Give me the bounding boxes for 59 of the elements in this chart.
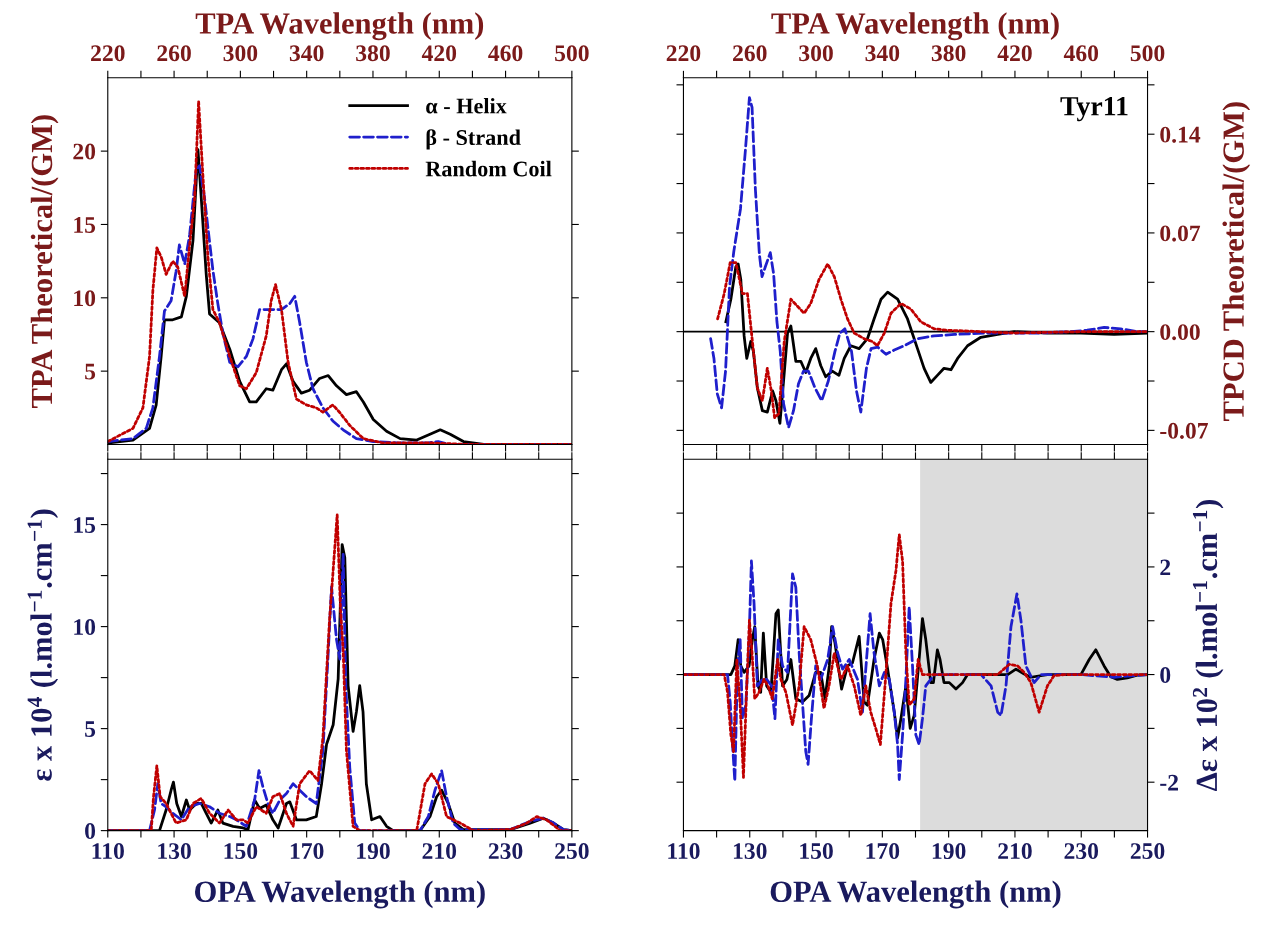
y-tick-label: 15	[74, 217, 96, 233]
y-tick-label: 5	[85, 363, 96, 380]
y-tick-label: -0.07	[1160, 422, 1208, 439]
x-axis-title: OPA Wavelength (nm)	[770, 880, 1061, 909]
x-tick-label: 420	[421, 45, 457, 62]
x-tick-label: 230	[488, 843, 523, 860]
x-tick-label: 500	[1130, 45, 1165, 62]
legend-label: α - Helix	[426, 97, 507, 114]
y-axis-title: TPA Theoretical/(GM)	[30, 115, 59, 408]
y-tick-label: 0	[85, 823, 96, 840]
y-tick-label: 0	[1160, 667, 1171, 683]
x-tick-label: 150	[800, 843, 833, 860]
x-axis-title: OPA Wavelength (nm)	[195, 880, 485, 909]
x-tick-label: 110	[668, 843, 700, 860]
x-tick-label: 460	[488, 45, 523, 62]
x-tick-label: 220	[666, 45, 701, 62]
y-tick-label: 2	[1160, 559, 1171, 576]
y-tick-label: 20	[73, 143, 96, 160]
x-tick-label: 170	[866, 843, 900, 860]
x-tick-label: 300	[223, 45, 258, 62]
x-tick-label: 260	[157, 45, 191, 62]
x-tick-label: 170	[290, 843, 324, 860]
x-tick-label: 220	[91, 45, 125, 62]
x-tick-label: 300	[799, 45, 833, 62]
x-tick-label: 190	[357, 843, 390, 860]
x-tick-label: 230	[1064, 843, 1099, 860]
x-tick-label: 340	[865, 45, 900, 62]
x-tick-label: 260	[733, 45, 767, 62]
y-axis-title: ε x 10$^{4}$ (l.mol$^{−1}$.cm$^{−1}$)	[27, 509, 59, 781]
y-tick-label: 0.14	[1160, 126, 1201, 143]
y-axis-title: TPCD Theoretical/(GM)	[1222, 102, 1251, 421]
y-tick-label: 10	[74, 619, 96, 636]
x-tick-label: 210	[998, 843, 1032, 860]
x-tick-label: 190	[932, 843, 966, 860]
x-tick-label: 340	[289, 45, 324, 62]
y-tick-label: 10	[74, 290, 96, 307]
x-axis-title: TPA Wavelength (nm)	[771, 12, 1059, 41]
annotation: Tyr11	[1060, 96, 1128, 122]
x-tick-label: 380	[931, 45, 966, 62]
x-tick-label: 460	[1063, 45, 1099, 62]
x-tick-label: 150	[224, 843, 258, 860]
x-tick-label: 250	[555, 843, 589, 860]
y-tick-label: 15	[74, 517, 96, 534]
y-tick-label: 0.00	[1160, 324, 1200, 341]
y-tick-label: 5	[85, 721, 96, 738]
x-tick-label: 110	[92, 843, 124, 860]
legend-label: β - Strand	[426, 129, 521, 150]
x-tick-label: 500	[555, 45, 589, 62]
y-axis-title: Δε x 10$^{2}$ (l.mol$^{−1}$.cm$^{−1}$)	[1192, 500, 1224, 791]
legend-label: Random Coil	[425, 160, 552, 177]
x-tick-label: 250	[1130, 843, 1165, 860]
y-tick-label: 0.07	[1160, 225, 1201, 242]
x-tick-label: 380	[356, 45, 390, 62]
x-tick-label: 130	[158, 843, 191, 860]
x-tick-label: 130	[733, 843, 767, 860]
x-axis-title: TPA Wavelength (nm)	[195, 12, 484, 41]
x-tick-label: 210	[422, 843, 457, 860]
y-tick-label: -2	[1160, 774, 1178, 791]
x-tick-label: 420	[997, 45, 1032, 62]
